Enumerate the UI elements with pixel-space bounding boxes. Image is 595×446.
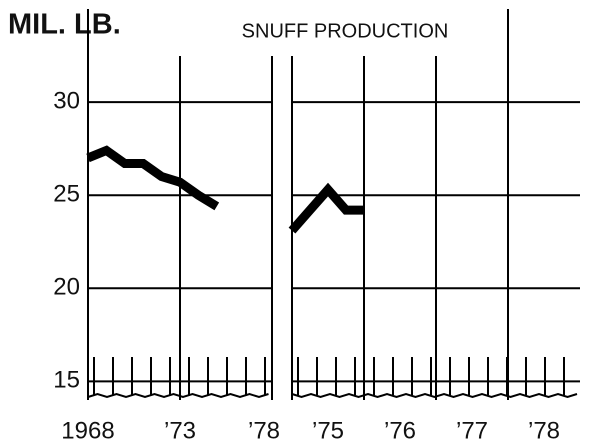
x-tick-label: 1968 <box>61 417 114 444</box>
y-tick-label: 30 <box>53 87 80 114</box>
x-tick-label: ’76 <box>384 417 416 444</box>
x-tick-label: ’78 <box>528 417 560 444</box>
data-line <box>86 145 220 211</box>
break-wave <box>87 392 269 399</box>
chart-title: SNUFF PRODUCTION <box>242 20 449 42</box>
title-box <box>178 4 490 56</box>
y-axis-label: MIL. LB. <box>8 9 121 41</box>
x-tick-label: ’77 <box>456 417 488 444</box>
data-line <box>288 182 364 234</box>
y-tick-label: 25 <box>53 181 80 208</box>
x-tick-label: ’73 <box>164 417 196 444</box>
x-tick-label: ’75 <box>312 417 344 444</box>
y-tick-label: 15 <box>53 367 80 394</box>
break-wave <box>291 392 578 399</box>
x-tick-label: ’78 <box>248 417 280 444</box>
y-tick-label: 20 <box>53 274 80 301</box>
